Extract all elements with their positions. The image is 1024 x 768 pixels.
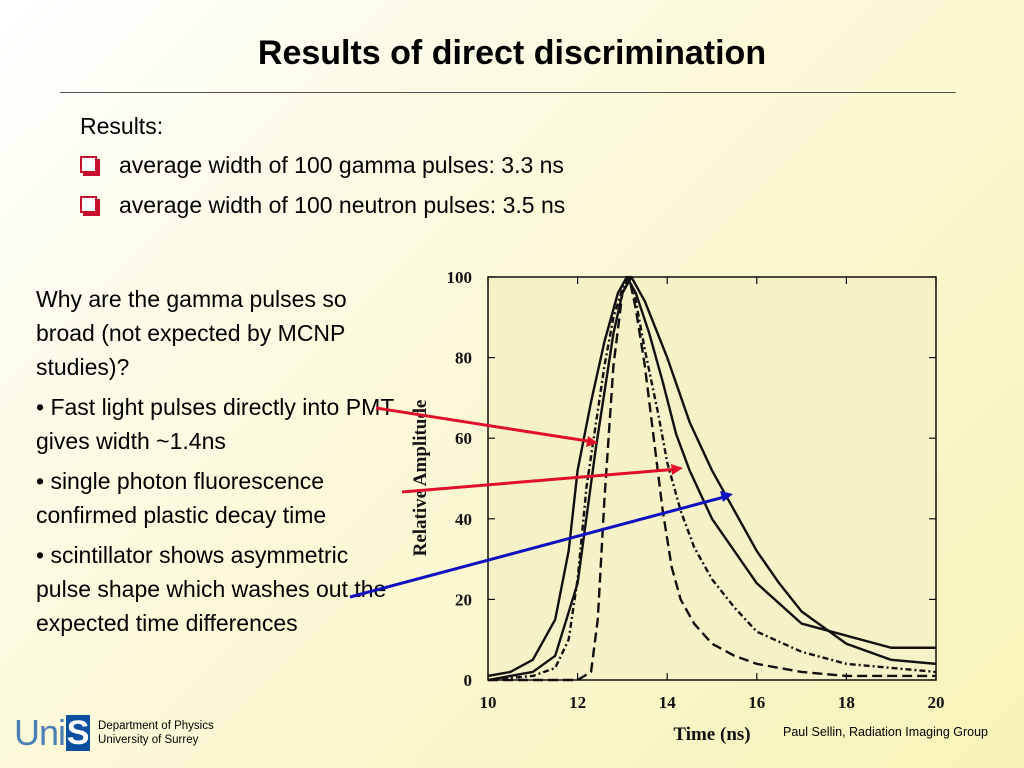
dept-line-2: University of Surrey xyxy=(98,734,199,746)
side-notes: Why are the gamma pulses so broad (not e… xyxy=(36,282,401,646)
arrow-head-blue xyxy=(720,491,733,502)
x-tick-label: 20 xyxy=(928,693,945,712)
logo-s-mark: S xyxy=(66,714,91,752)
x-axis-label: Time (ns) xyxy=(673,724,750,745)
result-bullet-text: average width of 100 neutron pulses: 3.5… xyxy=(119,192,566,218)
logo-uni: Uni xyxy=(14,712,66,753)
dept-line-1: Department of Physics xyxy=(98,720,214,732)
y-tick-label: 100 xyxy=(447,268,473,287)
arrow-fast-light xyxy=(375,406,595,444)
arrow-fluorescence xyxy=(401,467,679,494)
y-tick-label: 80 xyxy=(455,349,472,368)
credit-text: Paul Sellin, Radiation Imaging Group xyxy=(783,725,988,739)
x-tick-label: 14 xyxy=(659,693,677,712)
pulse-series-line xyxy=(487,275,937,682)
result-bullet-text: average width of 100 gamma pulses: 3.3 n… xyxy=(119,152,564,178)
y-axis-label: Relative Amplitude xyxy=(410,400,431,557)
y-tick-label: 20 xyxy=(455,590,472,609)
arrow-asymmetric xyxy=(349,494,729,599)
arrow-head-red xyxy=(586,436,598,447)
side-note-question: Why are the gamma pulses so broad (not e… xyxy=(36,286,347,380)
y-tick-label: 40 xyxy=(455,510,472,529)
x-tick-label: 12 xyxy=(569,693,586,712)
side-note-asymmetric: • scintillator shows asymmetric pulse sh… xyxy=(36,542,387,636)
title-divider xyxy=(60,92,956,93)
side-note-fluorescence: • single photon fluorescence confirmed p… xyxy=(36,468,327,528)
x-tick-label: 18 xyxy=(838,693,855,712)
bullet-box-icon xyxy=(80,156,97,173)
pulse-series-line xyxy=(487,275,936,678)
side-note-fast-light: • Fast light pulses directly into PMT gi… xyxy=(36,394,394,454)
result-bullet-gamma: average width of 100 gamma pulses: 3.3 n… xyxy=(80,152,564,179)
slide-title: Results of direct discrimination xyxy=(257,34,767,72)
bullet-box-icon xyxy=(80,196,97,213)
unis-logo: Uni S Department of Physics University of… xyxy=(14,712,214,754)
department-text: Department of Physics University of Surr… xyxy=(98,719,214,747)
x-tick-label: 10 xyxy=(480,693,497,712)
x-tick-label: 16 xyxy=(748,693,765,712)
series-group xyxy=(487,275,937,682)
y-tick-label: 60 xyxy=(455,429,472,448)
results-heading: Results: xyxy=(80,113,164,139)
pulse-series-line xyxy=(488,275,936,682)
y-tick-label: 0 xyxy=(464,671,473,690)
result-bullet-neutron: average width of 100 neutron pulses: 3.5… xyxy=(80,192,565,219)
arrow-head-red xyxy=(671,464,683,475)
axis-ticks: 10 12 14 16 18 20 0 20 40 60 80 100 xyxy=(447,268,945,712)
